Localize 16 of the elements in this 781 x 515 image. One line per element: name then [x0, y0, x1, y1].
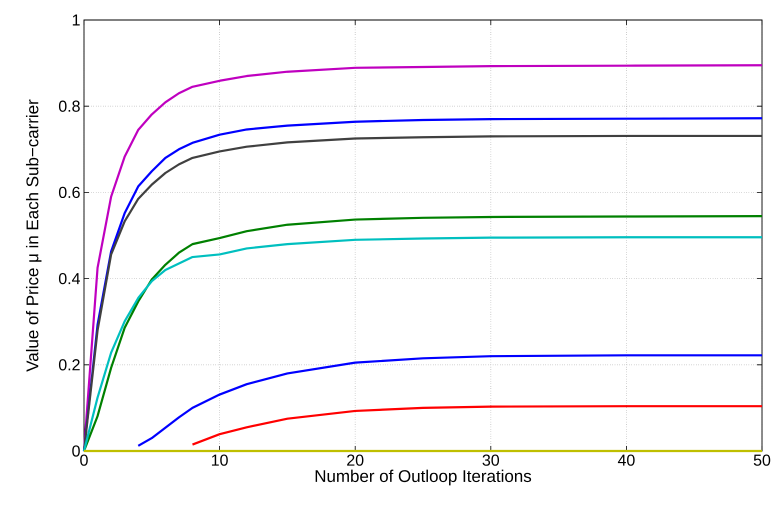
- x-tick-label: 10: [212, 454, 228, 466]
- y-tick-label: 0.4: [58, 272, 80, 284]
- x-tick-label: 0: [80, 454, 88, 466]
- x-axis-title: Number of Outloop Iterations: [316, 470, 532, 486]
- y-tick-label: 0.8: [58, 100, 80, 112]
- line-series: [137, 354, 764, 447]
- y-tick-label: 0.2: [58, 359, 80, 370]
- line-series: [191, 405, 764, 446]
- y-tick-label: 1: [72, 14, 80, 26]
- y-tick-label: 0: [72, 445, 80, 457]
- y-tick-label: 0.6: [58, 186, 80, 198]
- x-tick-label: 20: [347, 454, 364, 466]
- y-axis-title: Value of Price μ in Each Sub−carrier: [26, 100, 42, 372]
- x-tick-label: 40: [618, 454, 635, 466]
- x-tick-label: 50: [754, 454, 770, 466]
- x-tick-label: 30: [482, 454, 500, 466]
